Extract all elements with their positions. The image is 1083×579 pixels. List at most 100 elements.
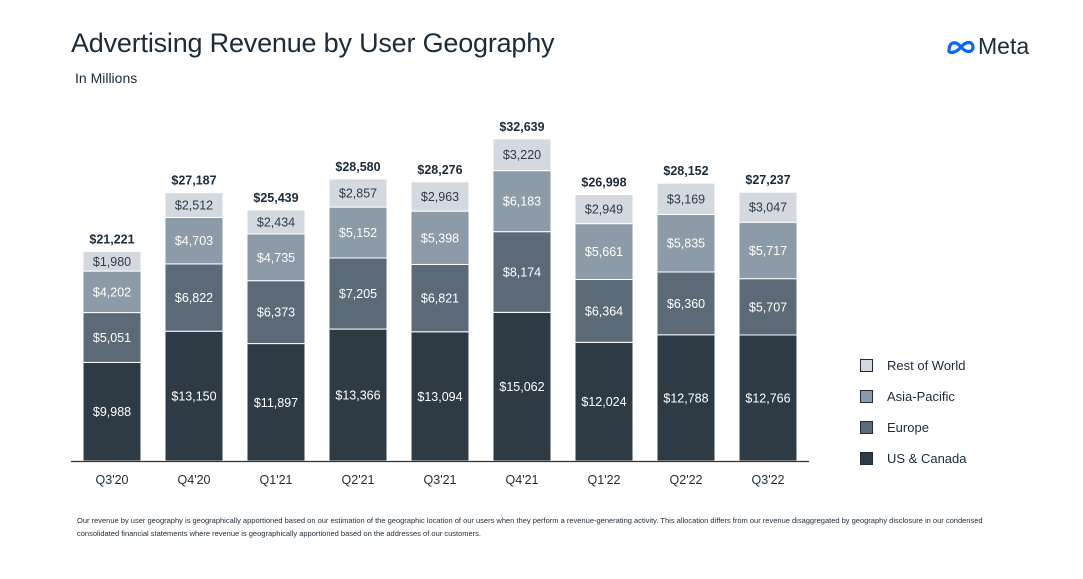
- data-label-asia-pacific: $4,735: [257, 251, 295, 265]
- bar-segment-us-canada: [246, 343, 306, 462]
- bar-segment-europe: [164, 263, 224, 332]
- total-label: $27,237: [745, 173, 790, 187]
- legend-item-us-canada: US & Canada: [860, 443, 967, 474]
- bar-segment-us-canada: [410, 331, 470, 462]
- bar-segment-europe: [328, 257, 388, 330]
- stacked-bar-chart: $9,988 $5,051 $4,202 $1,980 $21,221 Q3'20 $13,…: [71, 120, 809, 487]
- data-label-europe: $6,821: [421, 292, 459, 306]
- data-label-us-canada: $13,094: [417, 390, 462, 404]
- bar-segment-rest-of-world: [574, 194, 634, 225]
- data-label-rest-of-world: $3,169: [667, 192, 705, 206]
- data-label-us-canada: $12,024: [581, 395, 626, 409]
- x-tick-label: Q1'21: [260, 473, 293, 487]
- data-label-rest-of-world: $3,220: [503, 148, 541, 162]
- data-label-europe: $5,707: [749, 300, 787, 314]
- bar-segment-europe: [656, 271, 716, 336]
- legend-item-rest-of-world: Rest of World: [860, 350, 967, 381]
- data-label-rest-of-world: $1,980: [93, 255, 131, 269]
- bar-segment-europe: [246, 280, 306, 345]
- bar-segment-asia-pacific: [328, 206, 388, 259]
- x-tick-label: Q1'22: [588, 473, 621, 487]
- data-label-asia-pacific: $5,152: [339, 226, 377, 240]
- bar-segment-rest-of-world: [246, 209, 306, 235]
- data-label-asia-pacific: $4,703: [175, 234, 213, 248]
- page-title: Advertising Revenue by User Geography: [71, 28, 555, 58]
- total-label: $32,639: [499, 120, 544, 134]
- data-label-europe: $8,174: [503, 265, 541, 279]
- data-label-asia-pacific: $5,835: [667, 237, 705, 251]
- bar-segment-europe: [492, 231, 552, 313]
- x-tick-label: Q3'22: [752, 473, 785, 487]
- bar-segment-europe: [410, 263, 470, 333]
- legend-swatch-us-canada: [860, 452, 873, 465]
- data-label-europe: $6,373: [257, 306, 295, 320]
- data-label-rest-of-world: $3,047: [749, 201, 787, 215]
- data-label-rest-of-world: $2,949: [585, 203, 623, 217]
- data-label-europe: $5,051: [93, 331, 131, 345]
- bar-segment-us-canada: [656, 334, 716, 462]
- total-label: $21,221: [89, 233, 134, 247]
- total-label: $28,276: [417, 163, 462, 177]
- bar-segment-rest-of-world: [738, 191, 798, 223]
- data-label-rest-of-world: $2,963: [421, 190, 459, 204]
- x-tick-label: Q4'20: [178, 473, 211, 487]
- data-label-europe: $6,364: [585, 304, 623, 318]
- data-label-asia-pacific: $5,661: [585, 245, 623, 259]
- data-label-us-canada: $13,150: [171, 390, 216, 404]
- data-label-rest-of-world: $2,512: [175, 199, 213, 213]
- bar-segment-asia-pacific: [738, 221, 798, 280]
- bar-segment-europe: [738, 278, 798, 336]
- bar-segment-rest-of-world: [328, 178, 388, 208]
- data-label-us-canada: $9,988: [93, 405, 131, 419]
- meta-infinity-icon: [947, 40, 975, 54]
- legend-label-us-canada: US & Canada: [887, 451, 967, 466]
- bar-segment-us-canada: [738, 334, 798, 462]
- x-tick-label: Q3'21: [424, 473, 457, 487]
- bar-segment-asia-pacific: [656, 213, 716, 273]
- bar-segment-asia-pacific: [246, 233, 306, 282]
- total-label: $28,580: [335, 160, 380, 174]
- page-subtitle: In Millions: [75, 70, 138, 86]
- chart-legend: Rest of World Asia-Pacific Europe US & C…: [860, 350, 967, 474]
- bar-segment-rest-of-world: [656, 182, 716, 215]
- legend-swatch-europe: [860, 421, 873, 434]
- bar-segment-rest-of-world: [164, 192, 224, 218]
- x-tick-label: Q4'21: [506, 473, 539, 487]
- data-label-europe: $6,822: [175, 291, 213, 305]
- legend-label-rest-of-world: Rest of World: [887, 358, 966, 373]
- data-label-europe: $6,360: [667, 297, 705, 311]
- x-tick-label: Q2'22: [670, 473, 703, 487]
- data-label-rest-of-world: $2,857: [339, 187, 377, 201]
- data-label-asia-pacific: $5,717: [749, 244, 787, 258]
- bar-segment-rest-of-world: [410, 181, 470, 212]
- x-tick-label: Q3'20: [96, 473, 129, 487]
- bar-segment-rest-of-world: [82, 251, 142, 272]
- total-label: $27,187: [171, 174, 216, 188]
- legend-label-asia-pacific: Asia-Pacific: [887, 389, 955, 404]
- legend-label-europe: Europe: [887, 420, 929, 435]
- total-label: $26,998: [581, 176, 626, 190]
- bar-segment-asia-pacific: [574, 223, 634, 281]
- total-label: $28,152: [663, 164, 708, 178]
- data-label-us-canada: $11,897: [254, 396, 298, 410]
- data-label-asia-pacific: $4,202: [93, 285, 131, 299]
- data-label-us-canada: $13,366: [335, 389, 380, 403]
- data-label-asia-pacific: $5,398: [421, 231, 459, 245]
- legend-swatch-rest-of-world: [860, 359, 873, 372]
- data-label-us-canada: $12,766: [745, 391, 790, 405]
- x-tick-label: Q2'21: [342, 473, 375, 487]
- data-label-us-canada: $15,062: [499, 380, 544, 394]
- legend-item-asia-pacific: Asia-Pacific: [860, 381, 967, 412]
- bar-segment-europe: [82, 312, 142, 363]
- data-label-us-canada: $12,788: [663, 391, 708, 405]
- data-label-europe: $7,205: [339, 287, 377, 301]
- brand-name: Meta: [978, 33, 1030, 59]
- bar-segment-rest-of-world: [492, 138, 552, 172]
- brand-logo: Meta: [946, 33, 1029, 60]
- legend-swatch-asia-pacific: [860, 390, 873, 403]
- data-label-rest-of-world: $2,434: [257, 215, 295, 229]
- data-label-asia-pacific: $6,183: [503, 195, 541, 209]
- legend-item-europe: Europe: [860, 412, 967, 443]
- footnote: Our revenue by user geography is geograp…: [77, 516, 983, 538]
- bar-segment-us-canada: [328, 328, 388, 462]
